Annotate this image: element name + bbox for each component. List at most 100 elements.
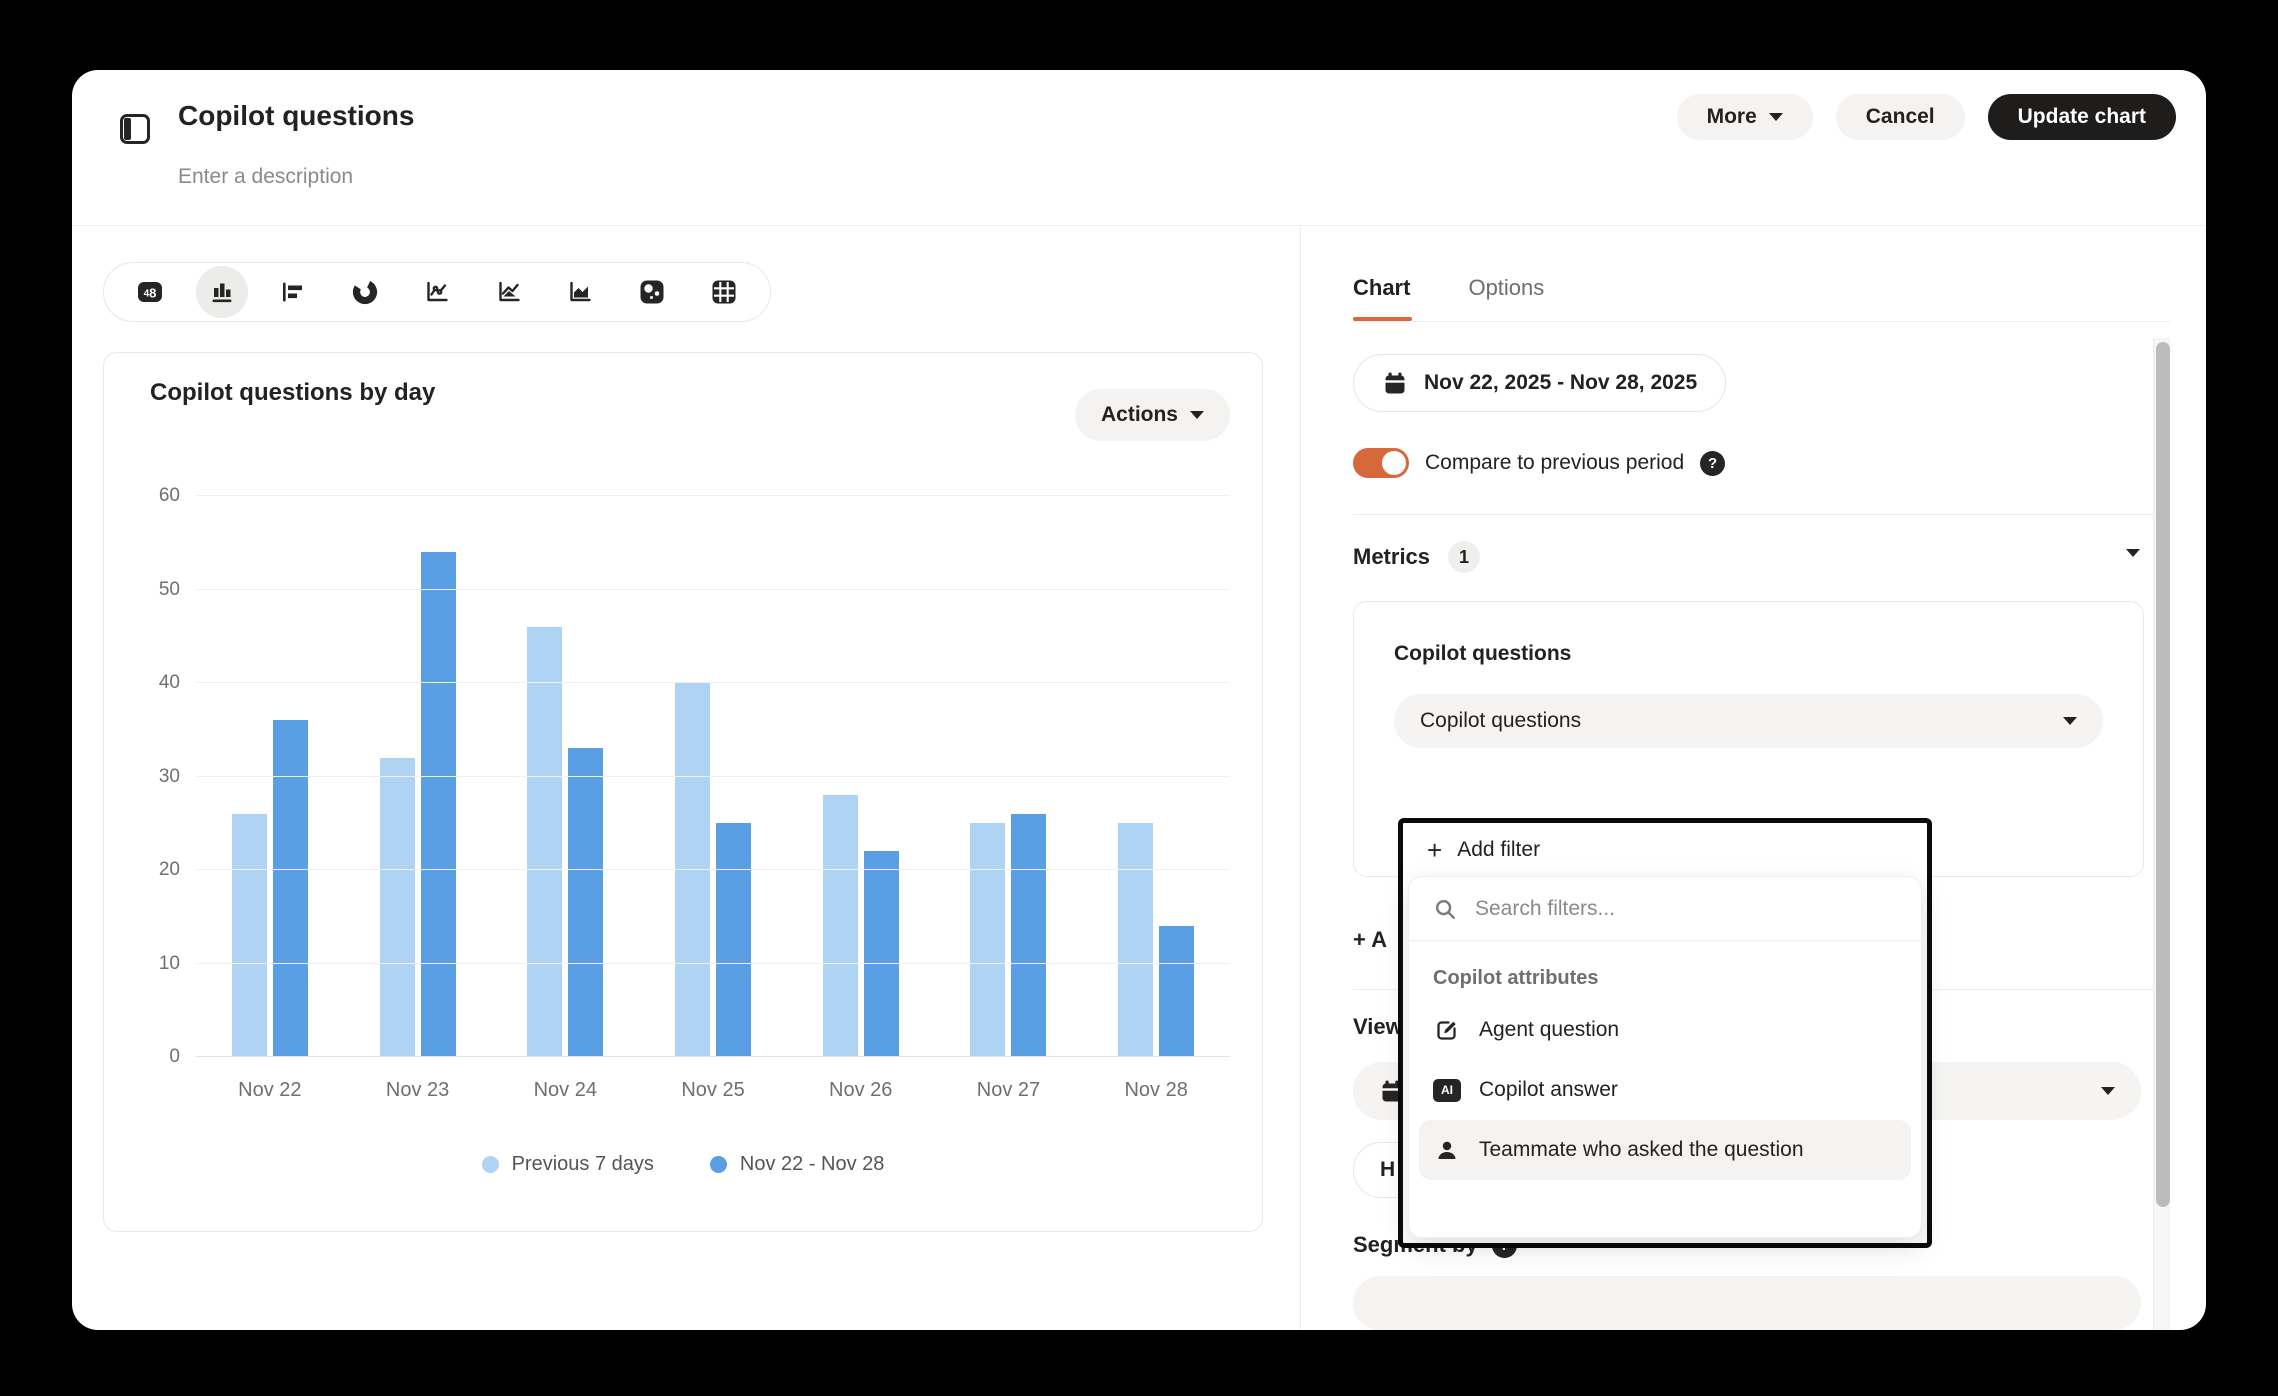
- tab-options[interactable]: Options: [1468, 275, 1545, 300]
- metrics-row[interactable]: Metrics 1: [1353, 541, 2206, 573]
- chart-type-toolbar: 48: [103, 262, 771, 322]
- x-tick-label: Nov 22: [238, 1079, 302, 1101]
- chevron-down-icon: [2063, 717, 2077, 725]
- update-chart-button[interactable]: Update chart: [1987, 94, 2176, 140]
- bar-group: [639, 496, 787, 1057]
- filter-dropdown: Copilot attributes Agent question AI Cop…: [1408, 876, 1922, 1238]
- view-by-label: View: [1353, 1014, 1403, 1039]
- chevron-down-icon: [1190, 411, 1204, 419]
- filter-item-label: Copilot answer: [1479, 1078, 1618, 1101]
- more-button[interactable]: More: [1676, 94, 1813, 140]
- actions-button[interactable]: Actions: [1074, 389, 1230, 441]
- line-chart-icon[interactable]: [411, 266, 463, 318]
- panel-divider: [1300, 227, 1301, 1330]
- table-view-icon[interactable]: [698, 266, 750, 318]
- report-icon: [120, 114, 150, 144]
- metrics-count-badge: 1: [1448, 541, 1481, 573]
- cancel-button[interactable]: Cancel: [1835, 94, 1965, 140]
- legend-dot-previous: [481, 1156, 499, 1173]
- compare-toggle[interactable]: [1353, 448, 1409, 478]
- filter-search-input[interactable]: [1473, 895, 1897, 922]
- scrollbar-track[interactable]: [2153, 338, 2170, 1330]
- area-chart-icon[interactable]: [554, 266, 606, 318]
- filter-item-teammate[interactable]: Teammate who asked the question: [1419, 1120, 1911, 1180]
- bar[interactable]: [527, 626, 563, 1057]
- metric-select[interactable]: Copilot questions: [1394, 694, 2103, 748]
- segment-select[interactable]: [1353, 1276, 2141, 1330]
- bar[interactable]: [1011, 813, 1047, 1057]
- compare-label: Compare to previous period: [1425, 451, 1685, 474]
- kpi-number-icon[interactable]: 48: [124, 266, 176, 318]
- bar[interactable]: [675, 683, 711, 1057]
- add-filter-button[interactable]: + Add filter: [1403, 823, 1927, 874]
- legend-dot-current: [709, 1156, 727, 1173]
- column-chart-icon[interactable]: [195, 266, 248, 318]
- bar[interactable]: [1159, 926, 1195, 1057]
- x-labels: Nov 22 Nov 23 Nov 24 Nov 25 Nov 26 Nov 27 Nov …: [196, 1079, 1230, 1102]
- y-tick-label: 10: [158, 952, 180, 974]
- plus-icon: +: [1427, 835, 1443, 865]
- bar[interactable]: [231, 813, 267, 1057]
- bar-group: [491, 496, 639, 1057]
- svg-text:48: 48: [143, 286, 156, 301]
- gridline: [196, 588, 1230, 590]
- add-filter-popup: + Add filter Copilot attributes Agent qu…: [1398, 818, 1932, 1248]
- edit-icon: [1433, 1017, 1461, 1043]
- metric-card: Copilot questions Copilot questions: [1353, 601, 2144, 877]
- gridline: [196, 869, 1230, 870]
- bar[interactable]: [568, 748, 604, 1057]
- scrollbar-thumb[interactable]: [2156, 342, 2170, 1207]
- bar-group: [1082, 496, 1230, 1057]
- gridline: [196, 775, 1230, 777]
- donut-chart-icon[interactable]: [339, 266, 391, 318]
- header: Copilot questions Enter a description Mo…: [72, 70, 2206, 226]
- filter-item-agent-question[interactable]: Agent question: [1409, 1000, 1921, 1060]
- x-tick-label: Nov 25: [681, 1079, 745, 1101]
- panel-tabs: Chart Options: [1353, 275, 2206, 321]
- line-area-chart-icon[interactable]: [483, 266, 535, 318]
- x-tick-label: Nov 24: [533, 1079, 597, 1101]
- chart-area: 48: [72, 227, 1300, 1330]
- filter-item-label: Agent question: [1479, 1018, 1620, 1041]
- bar[interactable]: [1118, 823, 1154, 1057]
- tab-chart[interactable]: Chart: [1353, 275, 1413, 321]
- bar[interactable]: [970, 823, 1006, 1057]
- search-icon: [1435, 899, 1455, 919]
- filter-group-label: Copilot attributes: [1433, 967, 1599, 989]
- x-tick-label: Nov 26: [829, 1079, 893, 1101]
- bubble-chart-icon[interactable]: [626, 266, 678, 318]
- header-buttons: More Cancel Update chart: [1676, 94, 2176, 140]
- tabs-divider: [1353, 321, 2170, 322]
- date-range-picker[interactable]: Nov 22, 2025 - Nov 28, 2025: [1353, 354, 1727, 412]
- chevron-down-icon[interactable]: [2126, 549, 2140, 557]
- filter-item-label: Teammate who asked the question: [1479, 1138, 1804, 1161]
- y-tick-label: 20: [158, 859, 180, 880]
- legend-item-previous[interactable]: Previous 7 days: [481, 1153, 654, 1176]
- chart-card: Copilot questions by day Actions 0 10 20 30…: [103, 352, 1263, 1232]
- bar[interactable]: [420, 552, 456, 1057]
- help-icon[interactable]: ?: [1700, 450, 1726, 476]
- bar[interactable]: [379, 757, 415, 1057]
- description-placeholder[interactable]: Enter a description: [178, 165, 354, 188]
- x-tick-label: Nov 27: [976, 1079, 1041, 1101]
- bar-group: [935, 496, 1083, 1057]
- add-metric-button[interactable]: + A: [1353, 927, 1388, 952]
- chart-title: Copilot questions by day: [150, 379, 436, 406]
- calendar-icon: [1385, 372, 1405, 394]
- x-tick-label: Nov 23: [385, 1079, 450, 1101]
- x-tick-label: Nov 28: [1124, 1079, 1188, 1101]
- legend-label: Nov 22 - Nov 28: [739, 1153, 885, 1175]
- person-icon: [1433, 1137, 1461, 1163]
- actions-button-label: Actions: [1100, 403, 1178, 426]
- legend-item-current[interactable]: Nov 22 - Nov 28: [709, 1153, 885, 1176]
- bar[interactable]: [863, 851, 899, 1057]
- gridline: [196, 495, 1230, 496]
- y-tick-label: 40: [158, 672, 180, 693]
- gridline: [196, 1056, 1230, 1057]
- filter-item-copilot-answer[interactable]: AI Copilot answer: [1409, 1060, 1921, 1120]
- bar[interactable]: [272, 720, 308, 1057]
- bar-chart-horizontal-icon[interactable]: [267, 266, 319, 318]
- bar[interactable]: [716, 823, 752, 1057]
- compare-row: Compare to previous period ?: [1353, 448, 2206, 478]
- bar[interactable]: [822, 795, 858, 1057]
